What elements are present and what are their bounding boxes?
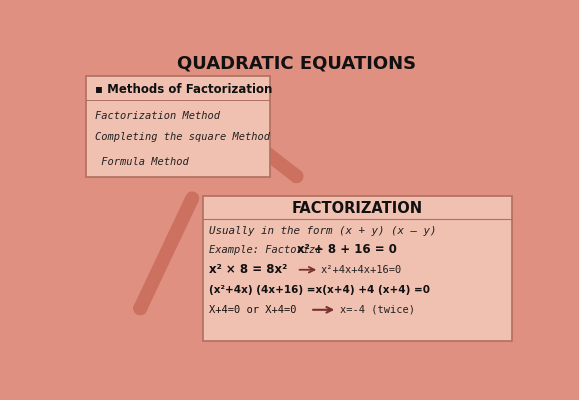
Text: Factorization Method: Factorization Method: [95, 111, 220, 121]
FancyBboxPatch shape: [203, 196, 512, 341]
Text: QUADRATIC EQUATIONS: QUADRATIC EQUATIONS: [177, 54, 416, 72]
Text: x²+4x+4x+16=0: x²+4x+4x+16=0: [321, 265, 402, 275]
Text: X+4=0 or X+4=0: X+4=0 or X+4=0: [209, 305, 296, 315]
Text: Usually in the form (x + y) (x – y): Usually in the form (x + y) (x – y): [209, 226, 437, 236]
Text: (x²+4x) (4x+16) =x(x+4) +4 (x+4) =0: (x²+4x) (4x+16) =x(x+4) +4 (x+4) =0: [209, 285, 430, 295]
Text: x² × 8 = 8x²: x² × 8 = 8x²: [209, 263, 288, 276]
Text: Completing the square Method: Completing the square Method: [95, 132, 270, 142]
FancyBboxPatch shape: [86, 76, 270, 177]
Text: FACTORIZATION: FACTORIZATION: [292, 201, 423, 216]
Text: x² + 8 + 16 = 0: x² + 8 + 16 = 0: [296, 243, 397, 256]
FancyArrowPatch shape: [140, 198, 192, 308]
Text: Example: Factorize: Example: Factorize: [209, 245, 328, 255]
Text: Formula Method: Formula Method: [95, 157, 189, 167]
Text: ▪ Methods of Factorization: ▪ Methods of Factorization: [95, 83, 272, 96]
FancyArrowPatch shape: [205, 105, 296, 176]
Text: x=-4 (twice): x=-4 (twice): [340, 305, 415, 315]
